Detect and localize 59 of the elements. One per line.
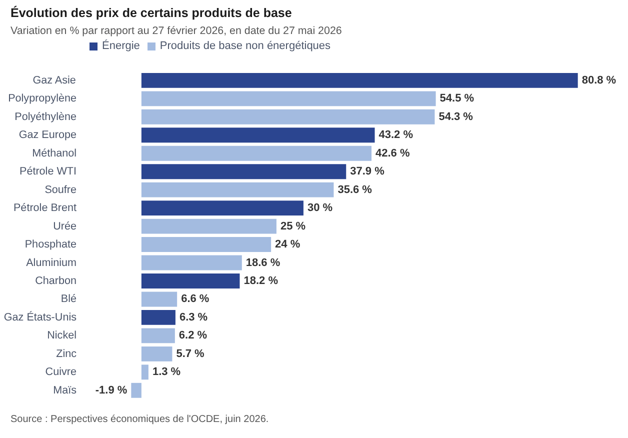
bar (141, 328, 175, 344)
bar (141, 91, 436, 106)
data-label: 54.5 % (440, 92, 474, 105)
y-tick-label: Phosphate (24, 238, 77, 251)
y-tick-label: Maïs (53, 384, 78, 396)
y-tick-label: Gaz Asie (32, 74, 76, 86)
y-tick-label: Gaz États-Unis (4, 310, 78, 324)
y-tick-label: Gaz Europe (18, 129, 77, 142)
legend-label: Énergie (102, 40, 140, 52)
source-note: Source : Perspectives économiques de l'OCDE, juin 2026. (10, 414, 269, 425)
bar (141, 200, 304, 216)
bar (141, 310, 176, 325)
data-label: 18.2 % (244, 274, 278, 287)
y-tick-label: Aluminium (26, 256, 77, 269)
y-tick-label: Nickel (47, 330, 77, 342)
chart-title: Évolution des prix de certains produits de base (10, 5, 292, 20)
y-tick-label: Blé (60, 293, 77, 306)
data-label: 30 % (307, 202, 333, 214)
y-tick-label: Cuivre (45, 366, 77, 378)
bar (141, 237, 272, 252)
data-label: 42.6 % (376, 147, 410, 160)
bar (131, 382, 142, 398)
y-tick-label: Zinc (56, 348, 78, 360)
data-label: 6.2 % (178, 330, 208, 342)
bar (141, 128, 375, 143)
bar (141, 164, 346, 180)
y-tick-label: Charbon (35, 274, 77, 287)
data-label: 5.7 % (176, 348, 205, 360)
bar (141, 218, 276, 234)
data-label: 6.6 % (181, 293, 210, 306)
data-label: 54.3 % (438, 110, 474, 123)
data-label: 37.9 % (350, 166, 385, 178)
bar (141, 146, 372, 161)
data-label: 43.2 % (378, 129, 414, 142)
bar (141, 364, 148, 380)
y-tick-label: Urée (53, 220, 77, 232)
data-label: 6.3 % (179, 311, 208, 324)
data-label: 80.8 % (582, 74, 616, 86)
data-label: 35.6 % (338, 184, 372, 196)
data-label: 25 % (280, 220, 306, 232)
data-label: 1.3 % (152, 366, 181, 378)
bar (141, 292, 178, 307)
y-tick-label: Polypropylène (8, 92, 77, 105)
legend-label: Produits de base non énergétiques (160, 40, 331, 52)
bar (141, 182, 334, 198)
bar (141, 72, 578, 88)
y-tick-label: Soufre (44, 184, 76, 196)
y-tick-label: Méthanol (32, 147, 77, 160)
y-tick-label: Polyéthylène (14, 110, 77, 123)
chart-subtitle: Variation en % par rapport au 27 février 2026, en date du 27 mai 2026 (10, 25, 342, 37)
data-label: 18.6 % (246, 256, 280, 269)
y-tick-label: Pétrole Brent (13, 202, 76, 214)
y-tick-label: Pétrole WTI (20, 166, 77, 178)
data-label: -1.9 % (95, 384, 128, 396)
bar (141, 346, 172, 362)
bar (141, 255, 242, 270)
data-label: 24 % (275, 238, 300, 251)
bar (141, 109, 435, 124)
bar (141, 274, 240, 288)
